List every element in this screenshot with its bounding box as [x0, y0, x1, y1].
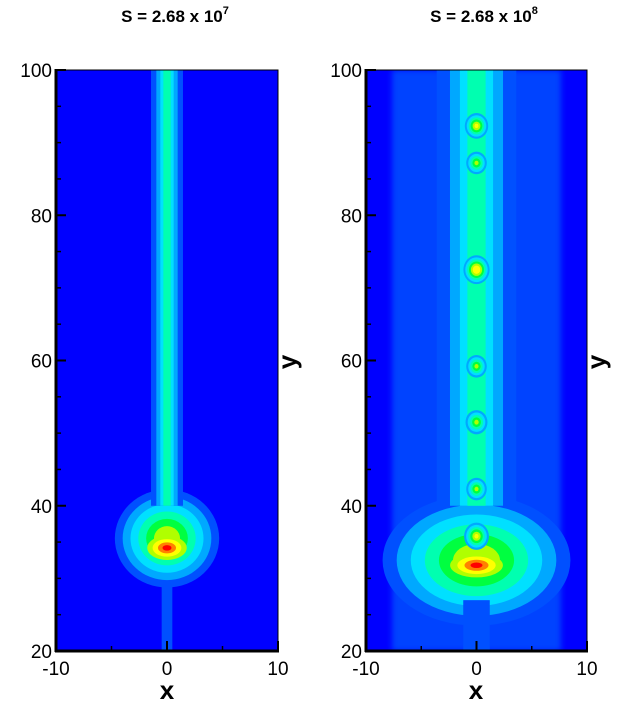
panel-right-axes: 20 40 60 80 100 -10 0 10: [330, 61, 597, 680]
plume-core-level: [162, 545, 172, 551]
y-tick-label: 80: [341, 206, 362, 227]
x-tick-label: 0: [162, 659, 173, 680]
x-tick-label: 0: [471, 659, 482, 680]
panel-right-x-axis-label: x: [469, 675, 484, 703]
panel-right-title: S = 2.68 x 108: [430, 5, 538, 26]
plume-blob: [474, 364, 479, 369]
y-tick-label: 80: [31, 206, 52, 227]
panel-right-title-exponent: 8: [532, 5, 538, 17]
y-tick-label: 40: [341, 497, 362, 518]
plume-blob: [474, 486, 479, 492]
panel-left-x-axis-label: x: [160, 675, 175, 703]
y-tick-label: 100: [20, 61, 52, 82]
panel-left-title: S = 2.68 x 107: [121, 5, 229, 26]
panel-left: S = 2.68 x 107 20 40 60 80 100 -10 0 10 x y: [20, 5, 302, 703]
plume-blob: [474, 123, 479, 129]
plume-blob: [474, 419, 479, 425]
x-tick-label: 10: [267, 659, 288, 680]
plume-stem-level: [467, 70, 486, 506]
panel-left-y-axis-label: y: [272, 354, 302, 369]
panel-right: S = 2.68 x 108 20 40 60 80 100 -10 0 10 x y: [330, 5, 611, 703]
plume-blob: [474, 533, 479, 539]
x-tick-label: -10: [352, 659, 379, 680]
y-tick-label: 100: [330, 61, 362, 82]
panel-left-plume: [114, 70, 220, 651]
x-tick-label: -10: [42, 659, 69, 680]
plume-inflow-stem: [161, 585, 173, 651]
y-tick-label: 20: [31, 642, 52, 663]
panel-right-title-text: S = 2.68 x 10: [430, 7, 532, 26]
y-tick-label: 40: [31, 497, 52, 518]
panel-right-y-axis-label: y: [581, 354, 611, 369]
y-tick-label: 60: [341, 352, 362, 373]
plume-stem-level: [163, 70, 171, 506]
x-tick-label: 10: [576, 659, 597, 680]
panel-right-plume: [382, 70, 571, 651]
plume-blob: [474, 267, 479, 272]
panel-left-axes: 20 40 60 80 100 -10 0 10: [20, 61, 288, 680]
plume-core-level: [470, 562, 483, 569]
panel-left-title-text: S = 2.68 x 10: [121, 7, 223, 26]
panel-left-title-exponent: 7: [223, 5, 229, 17]
y-tick-label: 20: [341, 642, 362, 663]
y-tick-label: 60: [31, 352, 52, 373]
plume-blob: [474, 160, 479, 166]
